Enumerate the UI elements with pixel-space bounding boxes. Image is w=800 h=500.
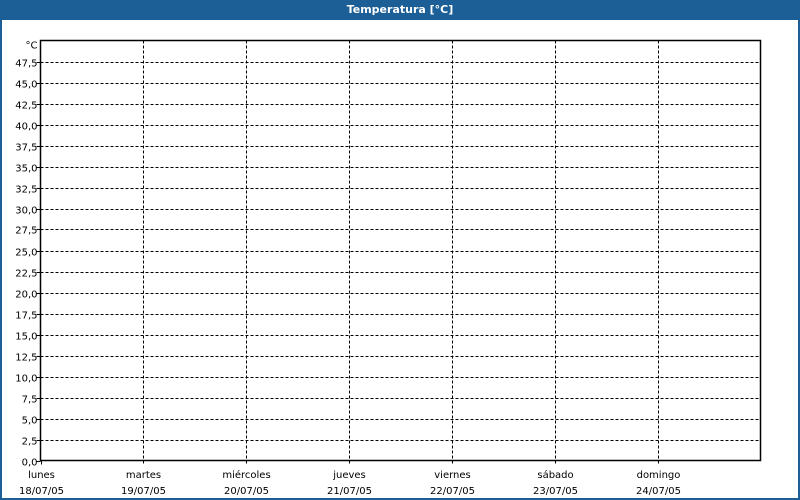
y-tick-label: 47,5 — [15, 59, 37, 70]
x-tick-day: sábado — [537, 469, 573, 481]
y-tick-label: 15,0 — [15, 332, 37, 343]
x-tick-date: 23/07/05 — [533, 486, 578, 497]
y-tick-label: 42,5 — [15, 101, 37, 112]
x-tick-date: 21/07/05 — [327, 486, 372, 497]
x-tick-date: 19/07/05 — [121, 486, 166, 497]
y-tick-label: 22,5 — [15, 269, 37, 280]
y-tick-label: 20,0 — [15, 290, 37, 301]
y-tick-label: 35,0 — [15, 164, 37, 175]
x-tick-date: 24/07/05 — [636, 486, 681, 497]
y-tick-label: 25,0 — [15, 248, 37, 259]
y-tick-label: 27,5 — [15, 226, 37, 237]
x-tick-day: miércoles — [222, 469, 270, 481]
x-tick-date: 22/07/05 — [430, 486, 475, 497]
plot-area-border — [39, 39, 762, 462]
x-tick-day: viernes — [434, 470, 470, 481]
y-tick-label: 32,5 — [15, 185, 37, 196]
y-tick-label: 12,5 — [15, 353, 37, 364]
x-tick-day: martes — [126, 470, 161, 481]
y-tick-label: 17,5 — [15, 311, 37, 322]
y-tick-label: 10,0 — [15, 374, 37, 385]
y-tick-label: 37,5 — [15, 143, 37, 154]
y-tick-label: 5,0 — [22, 416, 38, 427]
y-tick-label: 2,5 — [22, 437, 38, 448]
x-tick-day: jueves — [332, 470, 366, 481]
x-tick-date: 18/07/05 — [19, 486, 64, 497]
y-tick-label: 7,5 — [22, 395, 38, 406]
y-axis-unit: °C — [26, 41, 38, 52]
x-tick-date: 20/07/05 — [224, 486, 269, 497]
x-tick-day: lunes — [28, 470, 55, 481]
y-tick-label: 45,0 — [15, 80, 37, 91]
y-tick-label: 40,0 — [15, 122, 37, 133]
y-tick-label: 0,0 — [22, 458, 38, 469]
y-tick-label: 30,0 — [15, 206, 37, 217]
x-tick-day: domingo — [637, 470, 681, 481]
chart-title: Temperatura [°C] — [0, 0, 800, 20]
